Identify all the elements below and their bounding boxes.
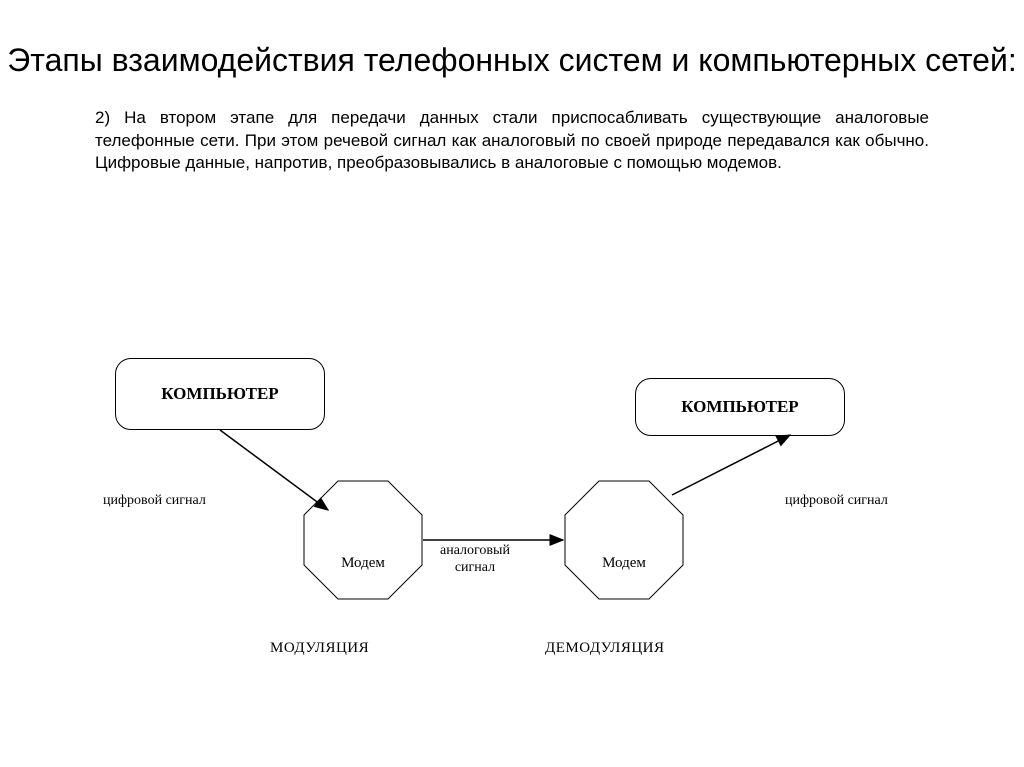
analog-signal-label: аналоговый сигнал bbox=[440, 543, 510, 577]
modem-node-right: Модем bbox=[564, 480, 684, 600]
edge-modem2-comp2 bbox=[672, 435, 790, 495]
demodulation-label: ДЕМОДУЛЯЦИЯ bbox=[545, 640, 665, 657]
modulation-label: МОДУЛЯЦИЯ bbox=[270, 640, 369, 657]
computer-node-right: КОМПЬЮТЕР bbox=[635, 378, 845, 436]
digital-signal-label-right: цифровой сигнал bbox=[785, 493, 888, 510]
analog-signal-line2: сигнал bbox=[455, 560, 495, 575]
modem-left-label: Модем bbox=[303, 480, 423, 600]
digital-signal-label-left: цифровой сигнал bbox=[103, 493, 206, 510]
flowchart-diagram: КОМПЬЮТЕР КОМПЬЮТЕР Модем Модем цифровой… bbox=[0, 340, 1024, 720]
slide-paragraph: 2) На втором этапе для передачи данных с… bbox=[0, 82, 1024, 176]
modem-node-left: Модем bbox=[303, 480, 423, 600]
computer-node-left: КОМПЬЮТЕР bbox=[115, 358, 325, 430]
slide-title: Этапы взаимодействия телефонных систем и… bbox=[0, 0, 1024, 82]
analog-signal-line1: аналоговый bbox=[440, 543, 510, 558]
modem-right-label: Модем bbox=[564, 480, 684, 600]
